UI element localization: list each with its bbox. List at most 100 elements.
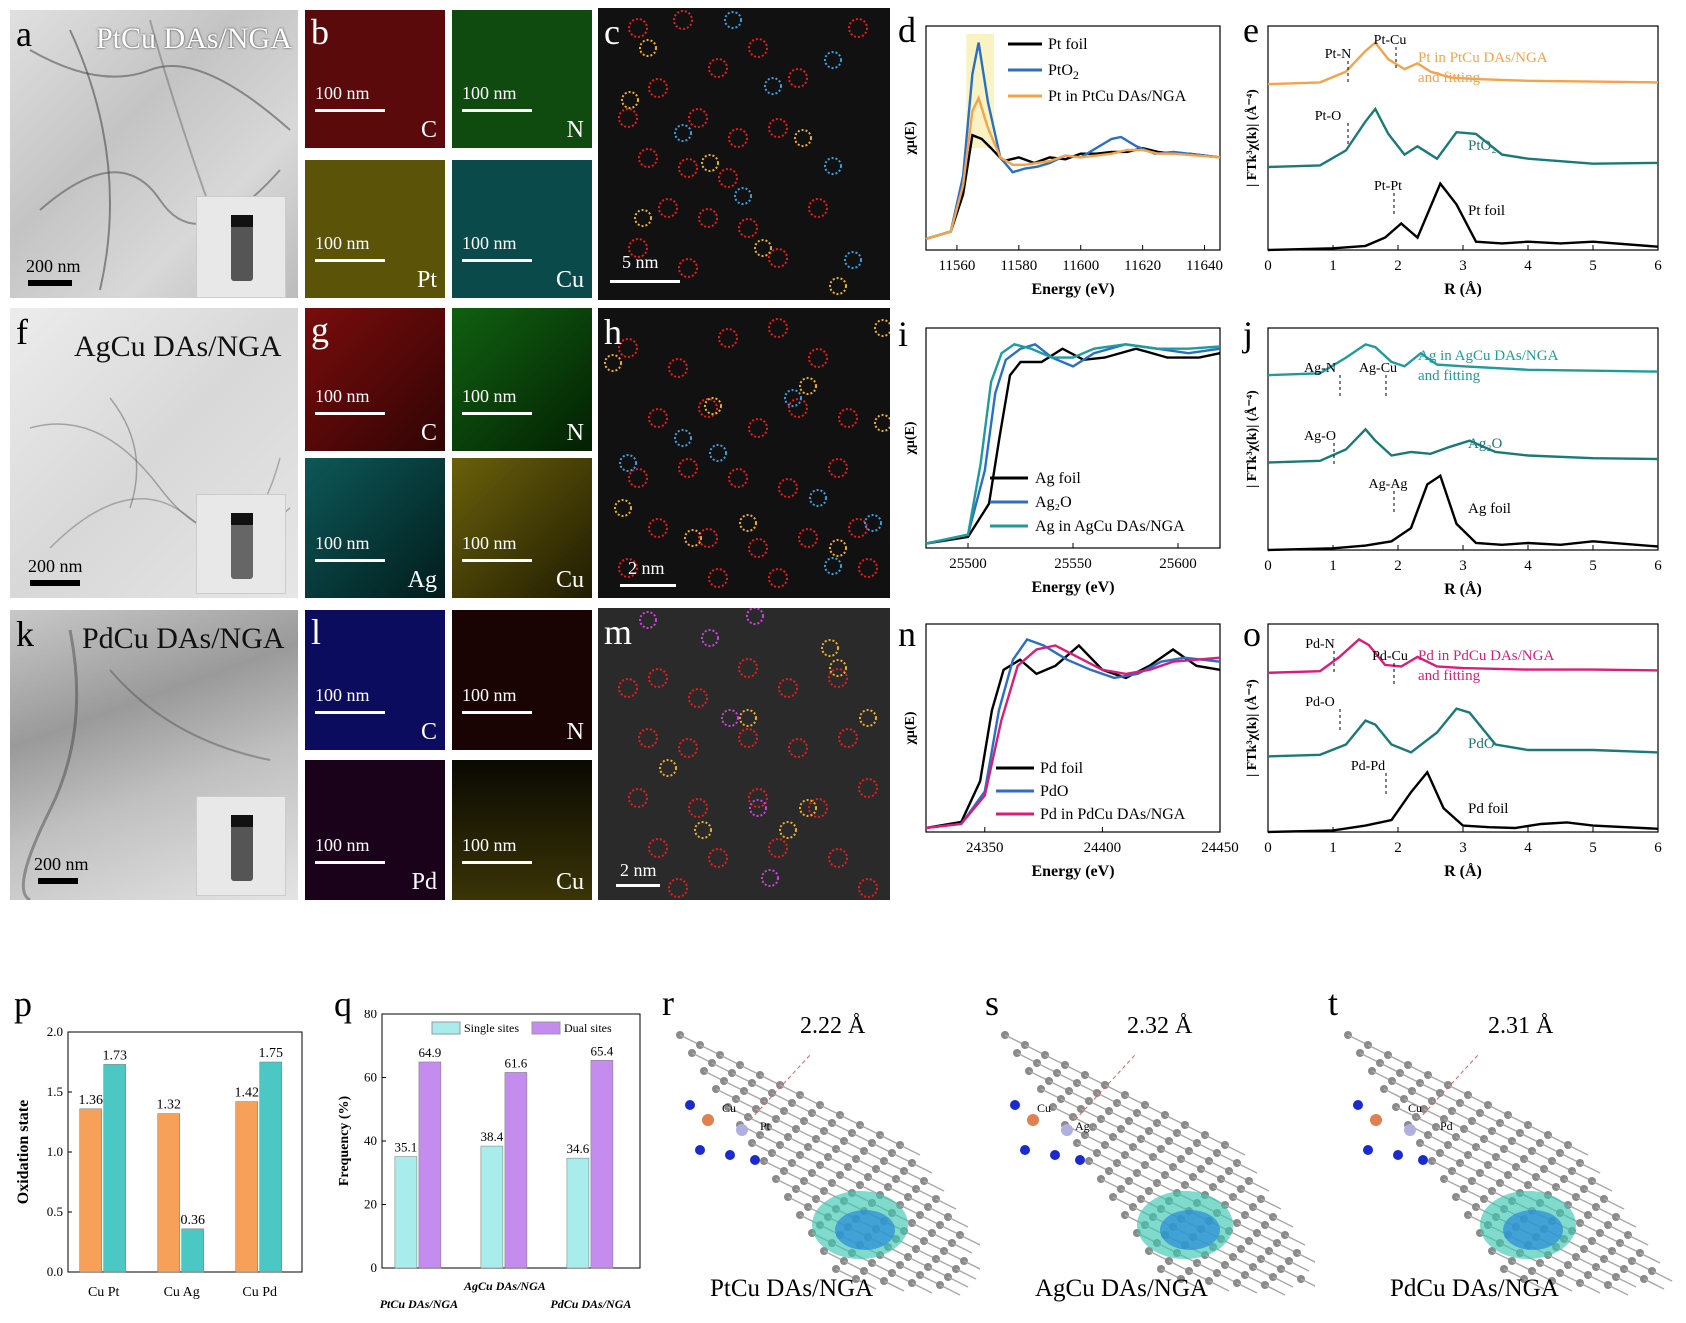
x-tick-label: 5	[1589, 258, 1597, 274]
carbon-atom	[1580, 1245, 1588, 1253]
map-scale-bar	[315, 259, 385, 262]
map-scale-bar	[462, 412, 532, 415]
x-tick-label: 3	[1459, 558, 1467, 574]
legend-label: Pd in PdCu DAs/NGA	[1040, 806, 1186, 823]
structure-panel-t: t 2.31 Å Cu Pd PdCu DAs/NGA	[1328, 985, 1678, 1315]
cu-atom	[1370, 1114, 1382, 1126]
bond	[947, 1276, 969, 1288]
x-tick-label: Cu Ag	[164, 1285, 200, 1300]
bond	[1300, 1278, 1315, 1287]
distance-line	[1074, 1054, 1136, 1121]
tem-title-pdcu: PdCu DAs/NGA	[82, 622, 285, 655]
map-scale-label: 100 nm	[315, 533, 370, 553]
carbon-atom	[1237, 1245, 1245, 1253]
x-tick-label: 0	[1264, 840, 1272, 856]
x-tick-label: 5	[1589, 840, 1597, 856]
map-element-label: Pd	[411, 869, 437, 895]
cu-atom	[702, 1114, 714, 1126]
bond	[1591, 1180, 1613, 1192]
data-label: 0.36	[180, 1213, 205, 1228]
tem-image-ptcu: a PtCu DAs/NGA 200 nm	[10, 10, 298, 298]
series-label: and fitting	[1418, 668, 1481, 684]
scale-bar-a	[28, 280, 72, 286]
eds-map-ag-agcu: 100 nm Ag	[305, 458, 445, 598]
panel-label-i: i	[898, 314, 909, 354]
x-tick-label: 25600	[1159, 556, 1197, 572]
x-tick-label: 11600	[1062, 258, 1099, 274]
bond-distance-r: 2.22 Å	[800, 1013, 866, 1039]
panel-label-n: n	[898, 614, 916, 654]
panel-label-s: s	[985, 983, 1000, 1023]
panel-label-a: a	[16, 14, 32, 54]
metal-atom	[736, 1124, 748, 1136]
x-tick-label: 4	[1524, 258, 1532, 274]
bond	[911, 1282, 933, 1294]
legend-label: Dual sites	[564, 1021, 612, 1035]
x-tick-label: 11640	[1186, 258, 1223, 274]
x-tick-label: 5	[1589, 558, 1597, 574]
bond	[1180, 1278, 1202, 1290]
map-scale-label: 100 nm	[462, 83, 517, 103]
bond	[1615, 1216, 1637, 1228]
map-scale-bar	[315, 109, 385, 112]
map-scale-bar	[462, 109, 532, 112]
x-tick-label: 6	[1654, 558, 1662, 574]
atom-label-metal: Pt	[760, 1119, 771, 1133]
series-line	[1267, 707, 1659, 758]
plot-frame	[925, 623, 1221, 833]
xanes-chart-i: 25500 25550 25600 Energy (eV) χμ(E) Ag foil Ag…	[903, 327, 1221, 596]
frequency-bar-chart: 0 20 40 60 80 Frequency (%) 35.1 64.9 PtCu DAs/N…	[337, 1010, 641, 1311]
haadf-image-agcu: h 2 nm	[598, 308, 890, 598]
atom-label-cu: Cu	[722, 1101, 737, 1115]
map-scale-label: 100 nm	[462, 233, 517, 253]
legend-label: PdO	[1040, 783, 1068, 800]
bond	[1236, 1162, 1258, 1174]
legend-label: Pt in PtCu DAs/NGA	[1048, 88, 1187, 105]
y-axis-label: | FTk³χ(k)| (Å⁻⁴)	[1244, 679, 1260, 777]
n-atom	[725, 1150, 735, 1160]
x-tick-label: 0	[1264, 258, 1272, 274]
series-line	[1267, 181, 1659, 252]
bar	[235, 1101, 258, 1273]
y-tick-label: 40	[364, 1133, 377, 1148]
atom-markers-c	[618, 10, 868, 295]
bond	[1579, 1282, 1601, 1294]
bar	[181, 1228, 204, 1273]
x-tick-label: 25550	[1054, 556, 1092, 572]
bond-annotation: Ag-Ag	[1369, 477, 1408, 492]
bond	[1284, 1234, 1306, 1246]
panel-label-j: j	[1243, 314, 1254, 354]
bond	[947, 1216, 969, 1228]
map-element-label: C	[420, 719, 437, 745]
series-line	[925, 94, 1221, 241]
panel-label-c: c	[604, 12, 620, 52]
bond	[899, 1144, 921, 1156]
series-label: Pd in PdCu DAs/NGA	[1418, 648, 1554, 664]
graphene-lattice	[1344, 1031, 1673, 1296]
n-atom	[1353, 1100, 1363, 1110]
panel-label-f: f	[16, 312, 28, 352]
legend-swatch	[431, 1021, 461, 1035]
carbon-atom	[1580, 1185, 1588, 1193]
eds-map-cu-ptcu: 100 nm Cu	[452, 160, 592, 298]
bar	[418, 1061, 442, 1269]
bond	[1551, 1280, 1573, 1292]
atom-label-metal: Ag	[1075, 1119, 1090, 1133]
legend-label: PtO₂	[1468, 138, 1497, 154]
y-axis-label: χμ(E)	[903, 711, 918, 745]
bond	[1639, 1252, 1661, 1264]
x-tick-label: Cu Pt	[88, 1285, 120, 1300]
bond-annotation: Ag-Cu	[1359, 361, 1397, 376]
x-tick-label: AgCu DAs/NGA	[463, 1279, 546, 1293]
atom-markers-m	[618, 608, 878, 898]
map-element-label: Cu	[555, 267, 584, 293]
bond	[1272, 1276, 1294, 1288]
exafs-chart-o: 0 1 2 3 4 5 6 R (Å) | FTk³χ(k)| (Å⁻⁴) Pd in PdCu …	[1244, 623, 1662, 880]
x-axis-label: R (Å)	[1444, 862, 1482, 880]
panel-label-q: q	[334, 984, 352, 1024]
series-label: Ag in AgCu DAs/NGA	[1418, 348, 1559, 364]
x-tick-label: PdCu DAs/NGA	[550, 1297, 631, 1311]
series-line	[1267, 40, 1659, 86]
eds-map-n-ptcu: 100 nm N	[452, 10, 592, 148]
y-tick-label: 0	[371, 1260, 378, 1275]
